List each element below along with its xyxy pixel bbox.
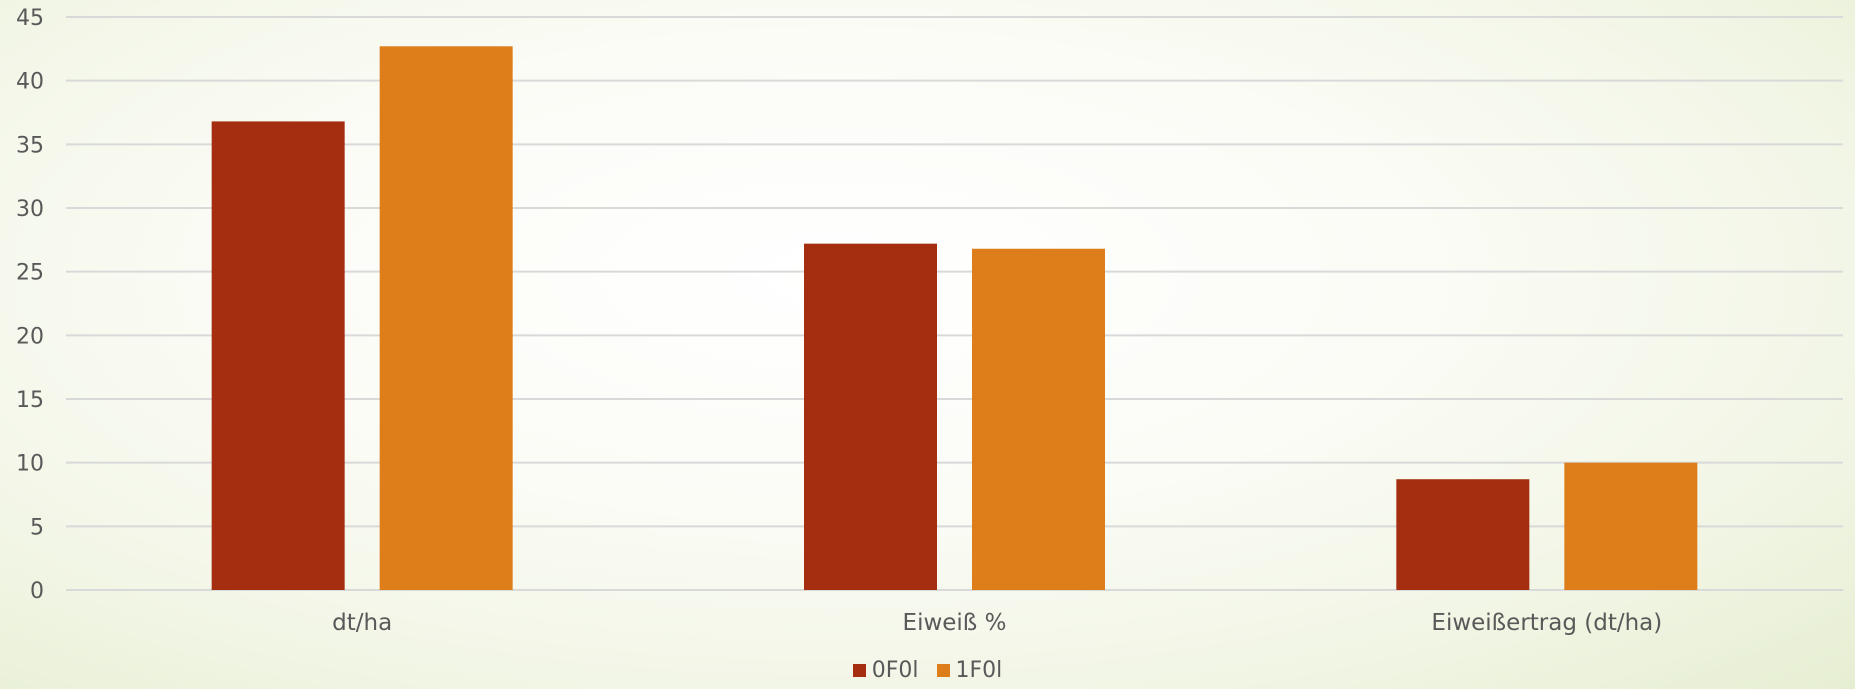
y-axis-tick-labels: 0 5 10 15 20 25 30 35 40 45 xyxy=(16,6,44,604)
y-tick-label-35: 35 xyxy=(16,133,44,158)
y-tick-label-45: 45 xyxy=(16,6,44,31)
legend-label-series-0: 0F0l xyxy=(871,658,919,683)
gridlines xyxy=(66,16,1843,591)
bar-series-1-category-2 xyxy=(1564,462,1698,590)
bar-series-0-category-0 xyxy=(211,121,345,590)
y-tick-label-5: 5 xyxy=(30,515,44,540)
y-tick-label-30: 30 xyxy=(16,197,44,222)
bars xyxy=(211,46,1698,591)
y-tick-label-25: 25 xyxy=(16,261,44,286)
legend-label-series-1: 1F0l xyxy=(955,658,1003,683)
bar-series-1-category-1 xyxy=(972,248,1105,590)
y-tick-label-15: 15 xyxy=(16,388,44,413)
y-tick-label-10: 10 xyxy=(16,452,44,477)
legend-swatch-series-0 xyxy=(852,664,866,677)
x-category-label-1: Eiweiß % xyxy=(903,610,1007,636)
legend-swatch-series-1 xyxy=(936,664,950,677)
x-category-label-0: dt/ha xyxy=(332,610,392,636)
y-tick-label-40: 40 xyxy=(16,70,44,95)
y-tick-label-0: 0 xyxy=(30,579,44,604)
legend: 0F0l 1F0l xyxy=(0,658,1855,683)
y-tick-label-20: 20 xyxy=(16,324,44,349)
bar-series-0-category-2 xyxy=(1396,479,1530,590)
x-axis-category-labels: dt/ha Eiweiß % Eiweißertrag (dt/ha) xyxy=(332,610,1662,636)
x-category-label-2: Eiweißertrag (dt/ha) xyxy=(1431,610,1662,636)
legend-item-series-1: 1F0l xyxy=(936,658,1003,683)
legend-item-series-0: 0F0l xyxy=(852,658,919,683)
bar-series-0-category-1 xyxy=(804,243,937,591)
bar-series-1-category-0 xyxy=(379,46,513,590)
